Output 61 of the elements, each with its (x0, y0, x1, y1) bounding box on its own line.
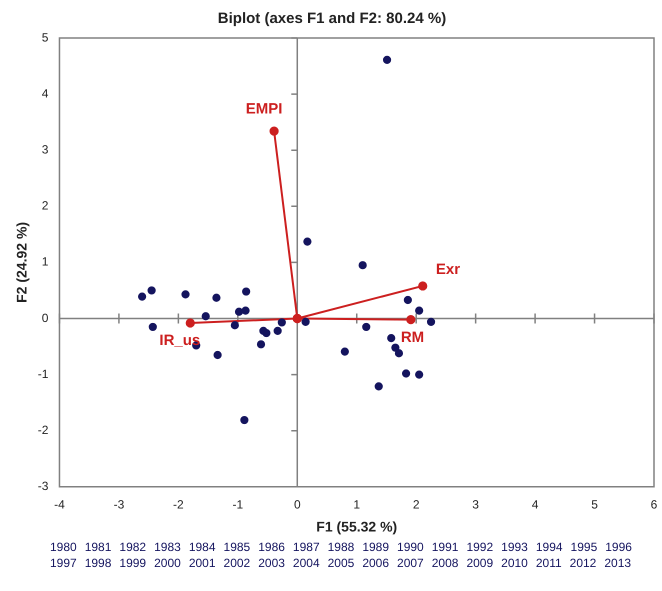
y-tick-label: 5 (42, 30, 49, 44)
text: 1987 (292, 540, 320, 554)
x-tick-label: 5 (591, 497, 598, 512)
text: 1990 (397, 540, 424, 554)
y-tick-label: 1 (42, 254, 49, 269)
text: 2005 (328, 556, 354, 570)
y-tick-label: 2 (42, 198, 49, 213)
x-tick-label: 3 (472, 497, 480, 512)
text: 1983 (154, 540, 181, 554)
y-tick-label: 0 (42, 310, 49, 325)
x-tick-label: 2 (412, 497, 420, 512)
text: 2000 (154, 556, 181, 570)
series-label: IR_us (159, 332, 200, 350)
x-tick-label: -2 (173, 497, 184, 512)
x-tick-label: 0 (294, 497, 301, 512)
y-tick-label: -3 (38, 479, 49, 494)
x-tick-label: -3 (114, 497, 125, 512)
chart-title: Biplot (axes F1 and F2: 80.24 %) (218, 10, 446, 28)
text: 2002 (224, 556, 250, 570)
y-tick-label: -1 (38, 366, 49, 381)
text: 1980 (50, 540, 77, 554)
text: 2008 (432, 556, 458, 570)
series-label: RM (400, 328, 424, 346)
text: 1995 (570, 540, 598, 554)
text: 2012 (570, 556, 596, 570)
y-tick-label: 3 (42, 142, 49, 157)
y-tick-label: 4 (42, 86, 49, 100)
series-label: EMPI (246, 100, 282, 118)
text: 2011 (536, 556, 562, 570)
x-tick-label: 6 (650, 497, 658, 512)
text: 1985 (224, 540, 250, 554)
text: 1988 (328, 540, 354, 554)
x-tick-label: -4 (54, 497, 66, 512)
x-axis-title: F1 (55.32 %) (316, 518, 398, 534)
series-label: Exr (436, 261, 460, 278)
text: 2003 (258, 556, 285, 570)
text: 1991 (432, 540, 458, 554)
text: 2006 (362, 556, 390, 570)
text: 1984 (188, 540, 216, 554)
y-tick-label: -2 (38, 423, 49, 438)
text: 1998 (84, 556, 112, 570)
text: 1994 (536, 540, 563, 554)
text: 1992 (466, 540, 494, 554)
text: 2001 (188, 556, 216, 570)
text: 1986 (258, 540, 285, 554)
text: 1989 (362, 540, 390, 554)
text: 2010 (501, 556, 528, 570)
text: 1981 (84, 540, 112, 554)
text: 2009 (466, 556, 494, 570)
text: 1982 (119, 540, 146, 554)
text: 1997 (50, 556, 77, 570)
text: 1996 (605, 540, 632, 554)
text: 2007 (397, 556, 424, 570)
x-tick-label: 4 (532, 497, 539, 512)
text: 2013 (604, 556, 632, 570)
y-axis-title: F2 (24.92 %) (13, 222, 30, 303)
text: 1993 (501, 540, 528, 554)
text: 1999 (119, 556, 146, 570)
text: 2004 (292, 556, 320, 570)
x-tick-label: -1 (232, 497, 244, 512)
x-tick-label: 1 (353, 497, 360, 512)
